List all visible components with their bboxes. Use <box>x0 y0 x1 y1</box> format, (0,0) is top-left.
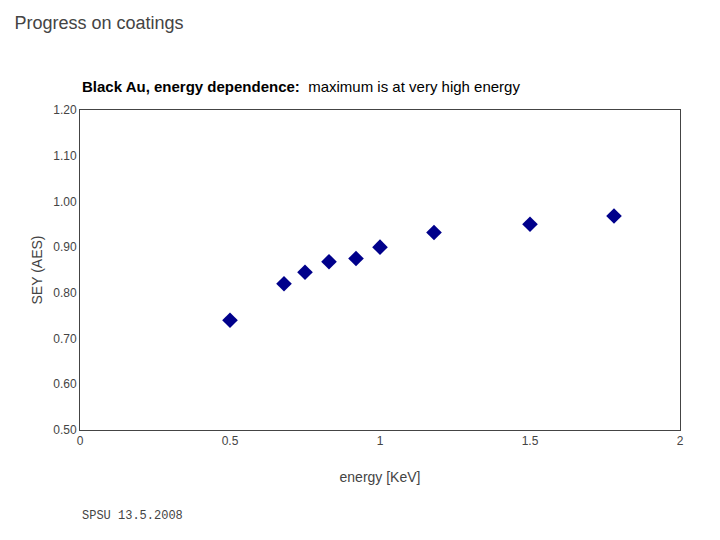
svg-text:1.00: 1.00 <box>53 195 77 209</box>
svg-text:0.50: 0.50 <box>53 423 77 437</box>
svg-text:energy [KeV]: energy [KeV] <box>340 469 421 485</box>
svg-text:SPSU 13.5.2008: SPSU 13.5.2008 <box>82 509 183 523</box>
svg-text:0.70: 0.70 <box>53 332 77 346</box>
svg-text:2: 2 <box>677 434 684 448</box>
svg-text:SEY (AES): SEY (AES) <box>29 236 45 305</box>
svg-text:0.60: 0.60 <box>53 377 77 391</box>
svg-text:0.90: 0.90 <box>53 240 77 254</box>
svg-text:1.5: 1.5 <box>522 434 539 448</box>
svg-text:0: 0 <box>77 434 84 448</box>
svg-text:0.5: 0.5 <box>222 434 239 448</box>
svg-text:1.10: 1.10 <box>53 149 77 163</box>
svg-text:Black Au, energy dependence:: Black Au, energy dependence: maximum is … <box>82 78 520 95</box>
svg-text:0.80: 0.80 <box>53 286 77 300</box>
svg-text:1: 1 <box>377 434 384 448</box>
svg-text:Progress on coatings: Progress on coatings <box>14 13 183 33</box>
svg-text:1.20: 1.20 <box>53 103 77 117</box>
